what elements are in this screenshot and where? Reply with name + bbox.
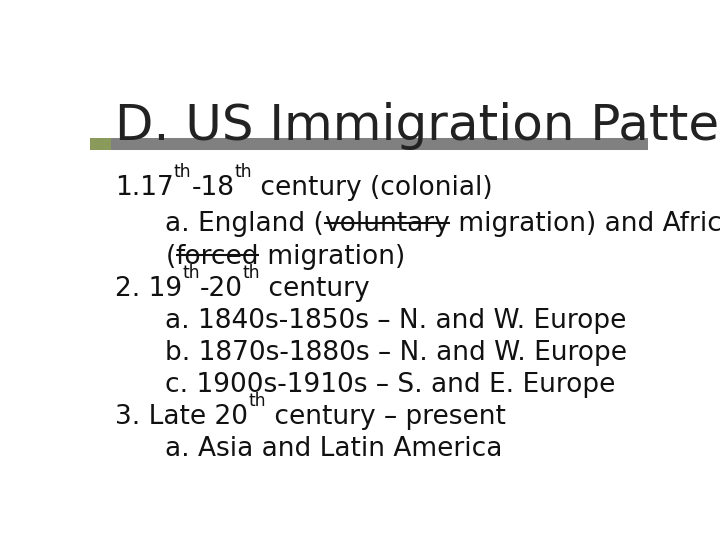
Text: -20: -20 <box>200 276 243 302</box>
Text: forced: forced <box>176 244 259 269</box>
Text: th: th <box>235 163 252 181</box>
Text: voluntary: voluntary <box>324 211 450 237</box>
Text: th: th <box>182 265 200 282</box>
Text: b. 1870s-1880s – N. and W. Europe: b. 1870s-1880s – N. and W. Europe <box>166 340 627 366</box>
Text: th: th <box>248 392 266 410</box>
Text: migration) and Africa: migration) and Africa <box>450 211 720 237</box>
Bar <box>90 138 111 150</box>
Text: century (colonial): century (colonial) <box>252 175 492 201</box>
Text: 2. 19: 2. 19 <box>115 276 182 302</box>
Text: migration): migration) <box>259 244 405 269</box>
Text: 1.17: 1.17 <box>115 175 174 201</box>
Text: 3. Late 20: 3. Late 20 <box>115 404 248 430</box>
Text: -18: -18 <box>192 175 235 201</box>
Text: century – present: century – present <box>266 404 505 430</box>
Text: th: th <box>243 265 261 282</box>
Text: a. 1840s-1850s – N. and W. Europe: a. 1840s-1850s – N. and W. Europe <box>166 308 626 334</box>
Text: a. Asia and Latin America: a. Asia and Latin America <box>166 436 503 462</box>
Text: century: century <box>261 276 370 302</box>
Text: (: ( <box>166 244 176 269</box>
Text: c. 1900s-1910s – S. and E. Europe: c. 1900s-1910s – S. and E. Europe <box>166 372 616 397</box>
Text: a. England (: a. England ( <box>166 211 324 237</box>
Text: th: th <box>174 163 192 181</box>
Text: D. US Immigration Patterns: D. US Immigration Patterns <box>115 102 720 150</box>
Bar <box>111 138 648 150</box>
